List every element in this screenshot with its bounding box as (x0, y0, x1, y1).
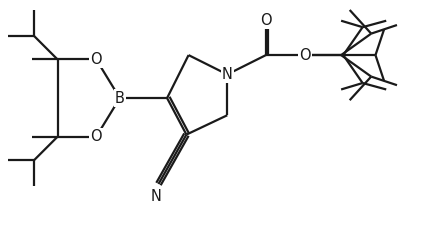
Text: O: O (90, 129, 102, 144)
Text: B: B (115, 90, 125, 106)
Text: N: N (151, 188, 162, 204)
Text: O: O (299, 48, 310, 62)
Text: O: O (90, 52, 102, 67)
Text: N: N (222, 67, 233, 82)
Text: O: O (260, 13, 272, 28)
